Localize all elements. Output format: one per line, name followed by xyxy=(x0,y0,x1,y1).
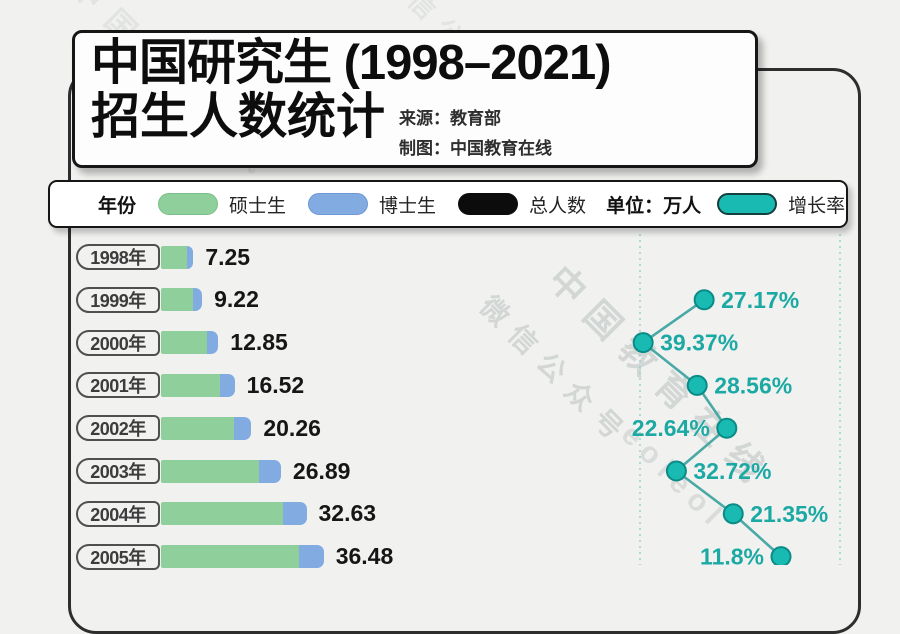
year-pill-label: 1999年 xyxy=(76,286,160,313)
total-value-label: 7.25 xyxy=(205,243,251,270)
doctor-bar-segment xyxy=(282,502,307,526)
total-value-label: 16.52 xyxy=(246,371,305,398)
enrollment-bar xyxy=(161,288,203,312)
year-row: 2000年 12.85 xyxy=(76,329,288,357)
master-bar-segment xyxy=(161,331,208,355)
enrollment-bar xyxy=(161,416,252,440)
enrollment-bar xyxy=(161,502,307,526)
legend-growth-label: 增长率 xyxy=(788,195,846,217)
master-bar-segment xyxy=(161,545,300,569)
year-row: 2004年 32.63 xyxy=(76,500,376,528)
bar-chart-area: 1998年 7.25 1999年 9.22 2000年 12.85 2001年 16.52 20… xyxy=(76,243,393,570)
year-row: 1998年 7.25 xyxy=(76,243,250,271)
doctor-swatch-icon xyxy=(308,193,369,215)
master-swatch-icon xyxy=(158,193,219,215)
growth-swatch-icon xyxy=(717,193,778,215)
year-row: 2001年 16.52 xyxy=(76,371,304,399)
master-bar-segment xyxy=(161,459,260,483)
year-pill-label: 2004年 xyxy=(76,500,160,527)
page-title-line1: 中国研究生 (1998–2021) xyxy=(91,36,612,90)
legend-year-label: 年份 xyxy=(98,195,137,217)
total-value-label: 36.48 xyxy=(335,543,394,570)
source-block: 来源：教育部 制图：中国教育在线 xyxy=(399,104,552,164)
year-row: 2003年 26.89 xyxy=(76,457,350,485)
master-bar-segment xyxy=(161,373,221,397)
total-value-label: 26.89 xyxy=(292,457,351,484)
enrollment-bar xyxy=(161,331,219,355)
doctor-bar-segment xyxy=(193,288,203,312)
year-pill-label: 2001年 xyxy=(76,372,160,399)
year-row: 2005年 36.48 xyxy=(76,543,393,571)
total-value-label: 12.85 xyxy=(230,329,288,356)
enrollment-bar xyxy=(161,373,235,397)
legend-master-label: 硕士生 xyxy=(229,195,287,217)
total-value-label: 9.22 xyxy=(214,286,259,313)
doctor-bar-segment xyxy=(234,416,252,440)
master-bar-segment xyxy=(161,288,194,312)
doctor-bar-segment xyxy=(220,373,235,397)
master-bar-segment xyxy=(161,416,235,440)
year-pill-label: 2000年 xyxy=(76,329,160,356)
year-pill-label: 2005年 xyxy=(76,543,160,570)
year-row: 2002年 20.26 xyxy=(76,414,321,442)
year-row: 1999年 9.22 xyxy=(76,286,259,314)
year-pill-label: 2003年 xyxy=(76,458,160,484)
doctor-bar-segment xyxy=(207,331,219,355)
total-value-label: 20.26 xyxy=(263,414,321,441)
legend-bar: 年份 硕士生 博士生 总人数 单位：万人 增长率 xyxy=(48,180,848,228)
total-swatch-icon xyxy=(458,193,519,215)
enrollment-bar xyxy=(161,459,281,483)
page-title-line2: 招生人数统计 xyxy=(91,89,386,144)
doctor-bar-segment xyxy=(259,459,281,483)
doctor-bar-segment xyxy=(299,545,324,569)
enrollment-bar xyxy=(161,245,194,269)
title-box: 中国研究生 (1998–2021) 招生人数统计 来源：教育部 制图：中国教育在… xyxy=(72,30,758,168)
master-bar-segment xyxy=(161,245,187,269)
legend-unit-label: 单位：万人 xyxy=(606,195,702,217)
enrollment-bar xyxy=(161,545,324,569)
total-value-label: 32.63 xyxy=(318,500,377,527)
year-pill-label: 1998年 xyxy=(76,244,160,270)
doctor-bar-segment xyxy=(186,245,194,269)
legend-doctor-label: 博士生 xyxy=(379,195,437,217)
year-pill-label: 2002年 xyxy=(76,415,160,442)
master-bar-segment xyxy=(161,502,283,526)
credit-label: 制图：中国教育在线 xyxy=(399,138,553,158)
legend-total-label: 总人数 xyxy=(529,195,587,217)
source-label: 来源：教育部 xyxy=(399,108,502,128)
